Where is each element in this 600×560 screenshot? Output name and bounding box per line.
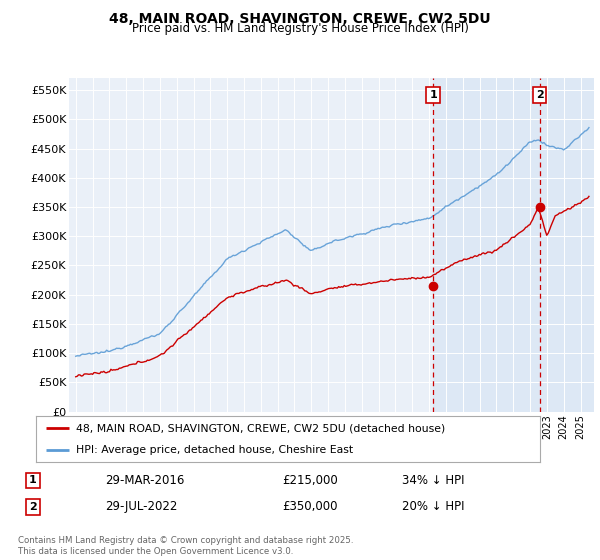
- Text: 29-MAR-2016: 29-MAR-2016: [105, 474, 184, 487]
- Text: Contains HM Land Registry data © Crown copyright and database right 2025.
This d: Contains HM Land Registry data © Crown c…: [18, 536, 353, 556]
- Text: 34% ↓ HPI: 34% ↓ HPI: [402, 474, 464, 487]
- Bar: [539, 78, 594, 412]
- Text: £215,000: £215,000: [282, 474, 338, 487]
- Text: 2: 2: [29, 502, 37, 512]
- Text: 1: 1: [29, 475, 37, 486]
- Text: 2: 2: [536, 90, 544, 100]
- Text: £350,000: £350,000: [282, 500, 337, 514]
- Text: 29-JUL-2022: 29-JUL-2022: [105, 500, 178, 514]
- Text: 48, MAIN ROAD, SHAVINGTON, CREWE, CW2 5DU: 48, MAIN ROAD, SHAVINGTON, CREWE, CW2 5D…: [109, 12, 491, 26]
- Text: 48, MAIN ROAD, SHAVINGTON, CREWE, CW2 5DU (detached house): 48, MAIN ROAD, SHAVINGTON, CREWE, CW2 5D…: [76, 423, 446, 433]
- Bar: [433, 78, 539, 412]
- Text: HPI: Average price, detached house, Cheshire East: HPI: Average price, detached house, Ches…: [76, 445, 353, 455]
- Text: Price paid vs. HM Land Registry's House Price Index (HPI): Price paid vs. HM Land Registry's House …: [131, 22, 469, 35]
- Text: 1: 1: [429, 90, 437, 100]
- Text: 20% ↓ HPI: 20% ↓ HPI: [402, 500, 464, 514]
